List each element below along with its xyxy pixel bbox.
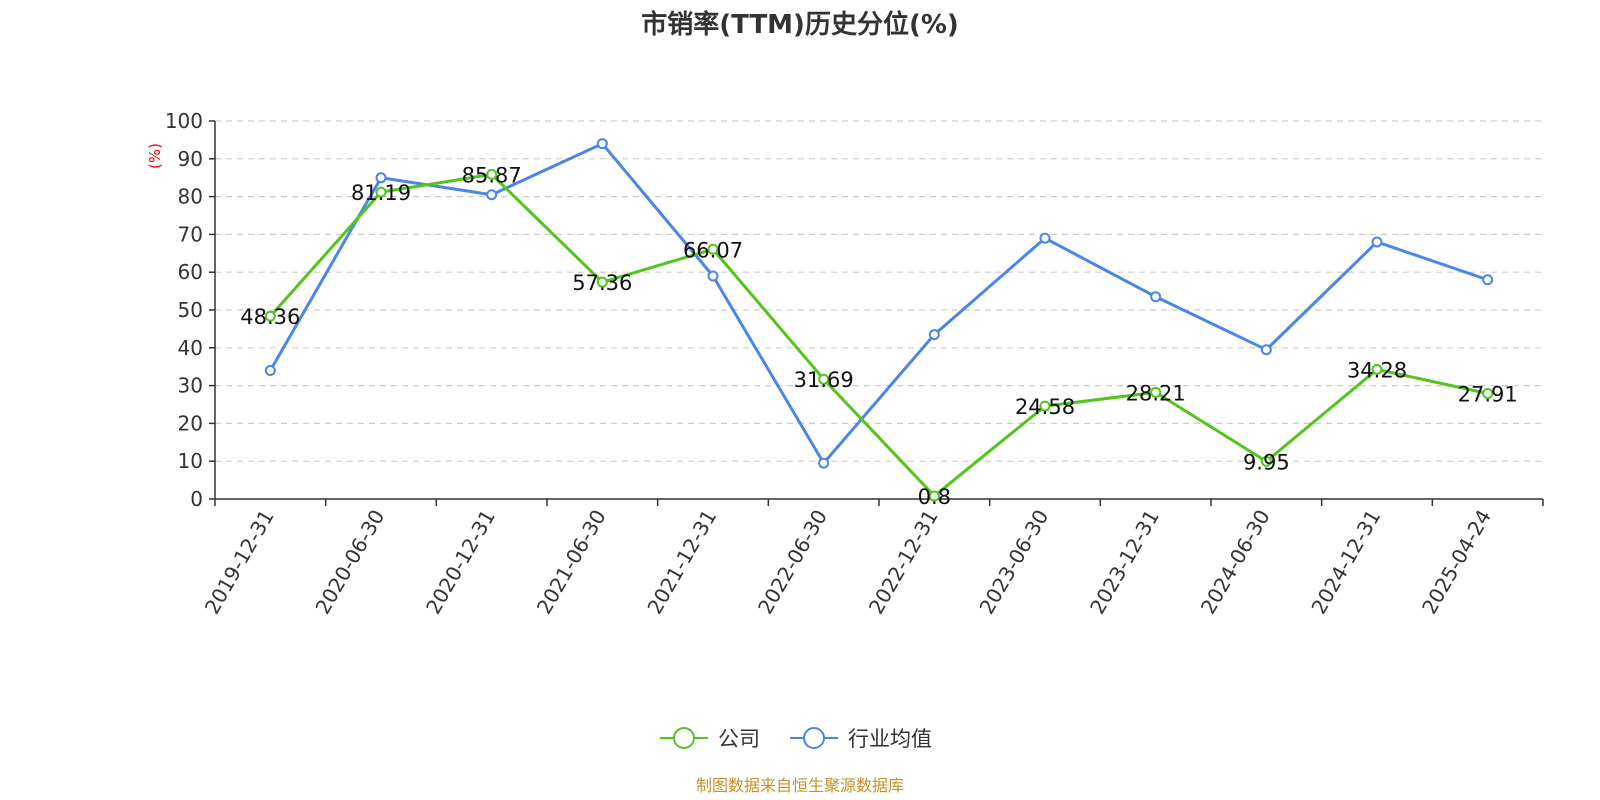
data-source-note: 制图数据来自恒生聚源数据库: [696, 776, 904, 795]
x-tick-label: 2020-12-31: [421, 505, 500, 618]
legend-industry-marker: [803, 727, 825, 749]
y-tick-label: 70: [178, 222, 203, 246]
data-point-1-11[interactable]: [1482, 274, 1494, 286]
data-label: 81.19: [351, 181, 411, 205]
data-labels: 48.36 81.19 85.87 57.36 66.07 31.69 0.8 24.58 28…: [240, 163, 1517, 509]
data-point-1-8[interactable]: [1150, 291, 1162, 303]
x-tick-label: 2021-06-30: [532, 506, 611, 619]
legend-item-company[interactable]: 公司: [660, 727, 760, 751]
data-point-1-10[interactable]: [1371, 236, 1383, 248]
x-tick-label: 2023-12-31: [1085, 506, 1164, 619]
data-label: 66.07: [683, 238, 743, 262]
series-line-1: [269, 142, 1489, 465]
x-tick-label: 2024-06-30: [1196, 506, 1275, 619]
y-tick-label: 20: [178, 411, 203, 435]
y-tick-label: 100: [165, 109, 203, 133]
data-point-1-2[interactable]: [486, 189, 498, 201]
legend-company-label: 公司: [718, 727, 760, 751]
grid-lines: [215, 120, 1543, 462]
data-label: 48.36: [240, 305, 300, 329]
y-tick-label: 40: [178, 336, 203, 360]
y-tick-label: 50: [178, 298, 203, 322]
data-label: 34.28: [1347, 358, 1407, 382]
data-point-0-8[interactable]: [1150, 386, 1162, 398]
y-tick-label: 10: [178, 449, 203, 473]
data-point-0-0[interactable]: [264, 310, 276, 322]
y-tick-label: 90: [178, 147, 203, 171]
data-label: 0.8: [918, 485, 951, 509]
legend-industry-label: 行业均值: [848, 727, 932, 751]
y-tick-label: 80: [178, 185, 203, 209]
x-tick-label: 2025-04-24: [1417, 506, 1496, 619]
legend-company-marker: [673, 727, 695, 749]
x-tick-label: 2023-06-30: [974, 506, 1053, 619]
y-tick-label: 0: [190, 487, 203, 511]
data-point-0-4[interactable]: [707, 243, 719, 255]
x-axis: 2019-12-31 2020-06-30 2020-12-31 2021-06-30…: [200, 498, 1544, 619]
chart-title: 市销率(TTM)历史分位(%): [641, 9, 959, 40]
data-point-1-9[interactable]: [1260, 344, 1272, 356]
data-label: 28.21: [1126, 381, 1186, 405]
x-tick-label: 2024-12-31: [1306, 506, 1385, 619]
data-point-1-0[interactable]: [264, 364, 276, 376]
y-tick-label: 60: [178, 260, 203, 284]
data-label: 57.36: [572, 271, 632, 295]
data-point-0-7[interactable]: [1039, 400, 1051, 412]
x-tick-label: 2022-12-31: [864, 505, 943, 618]
data-point-1-4[interactable]: [707, 270, 719, 282]
data-point-0-9[interactable]: [1260, 455, 1272, 467]
legend-item-industry-average[interactable]: 行业均值: [790, 727, 932, 751]
data-point-1-5[interactable]: [818, 457, 830, 469]
data-label: 27.91: [1458, 383, 1518, 407]
data-label: 85.87: [462, 163, 522, 187]
series-lines: [269, 142, 1489, 498]
y-tick-label: 30: [178, 374, 203, 398]
data-point-0-3[interactable]: [596, 276, 608, 288]
data-point-1-1[interactable]: [375, 172, 387, 184]
data-point-0-10[interactable]: [1371, 363, 1383, 375]
series-points: [264, 138, 1494, 502]
data-point-0-1[interactable]: [375, 186, 387, 198]
x-tick-label: 2022-06-30: [753, 506, 832, 619]
y-axis: 0 10 20 30 40 50 60 70 80 90 100: [165, 109, 216, 511]
y-axis-label: (%): [146, 143, 164, 169]
data-point-0-6[interactable]: [928, 490, 940, 502]
data-point-1-7[interactable]: [1039, 232, 1051, 244]
data-point-1-3[interactable]: [596, 138, 608, 150]
series-line-0: [269, 172, 1488, 498]
data-point-1-6[interactable]: [928, 329, 940, 341]
data-point-0-11[interactable]: [1482, 388, 1494, 400]
data-label: 9.95: [1243, 450, 1290, 474]
data-label: 31.69: [794, 368, 854, 392]
x-tick-label: 2021-12-31: [642, 506, 721, 619]
legend: 公司 行业均值: [660, 727, 932, 751]
data-label: 24.58: [1015, 395, 1075, 419]
x-tick-label: 2019-12-31: [200, 506, 279, 619]
x-tick-label: 2020-06-30: [310, 506, 389, 619]
data-point-0-2[interactable]: [486, 168, 498, 180]
data-point-0-5[interactable]: [818, 373, 830, 385]
